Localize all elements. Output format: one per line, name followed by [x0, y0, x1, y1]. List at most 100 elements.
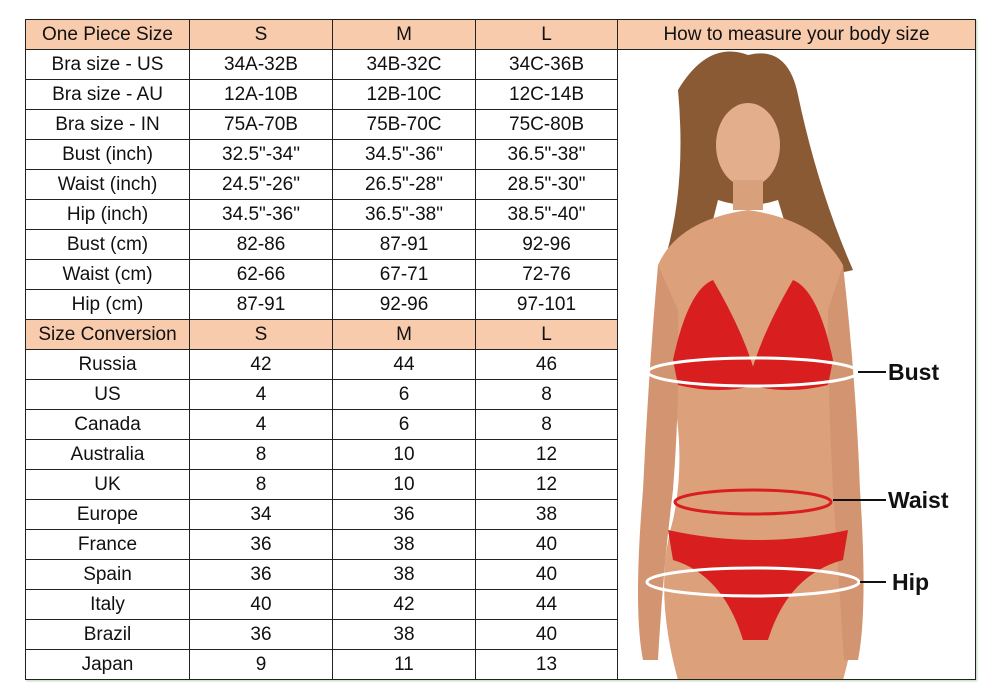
row-value: 40: [475, 559, 618, 590]
row-value: 62-66: [189, 259, 333, 290]
hip-label: Hip: [892, 569, 929, 595]
row-value: 46: [475, 349, 618, 380]
row-label: Waist (cm): [25, 259, 190, 290]
table-row: France 36 38 40: [25, 529, 976, 560]
row-value: 87-91: [189, 289, 333, 320]
row-value: 12C-14B: [475, 79, 618, 110]
row-label: Italy: [25, 589, 190, 620]
row-value: 92-96: [475, 229, 618, 260]
row-label: Brazil: [25, 619, 190, 650]
row-label: Waist (inch): [25, 169, 190, 200]
row-value: 34C-36B: [475, 49, 618, 80]
row-value: 4: [189, 409, 333, 440]
table-row: Hip (cm) 87-91 92-96 97-101: [25, 289, 976, 320]
row-value: 36.5"-38": [475, 139, 618, 170]
row-value: 75B-70C: [332, 109, 476, 140]
row-label: Bust (cm): [25, 229, 190, 260]
table-row: Japan 9 11 13: [25, 649, 976, 680]
row-value: 36: [332, 499, 476, 530]
row-value: 38.5"-40": [475, 199, 618, 230]
row-value: 8: [189, 439, 333, 470]
table-row: Europe 34 36 38: [25, 499, 976, 530]
row-value: 8: [475, 409, 618, 440]
row-value: 6: [332, 409, 476, 440]
row-label: France: [25, 529, 190, 560]
row-label: UK: [25, 469, 190, 500]
row-value: 38: [332, 559, 476, 590]
table-row: US 4 6 8: [25, 379, 976, 410]
row-value: 34A-32B: [189, 49, 333, 80]
row-label: Russia: [25, 349, 190, 380]
row-value: 36.5"-38": [332, 199, 476, 230]
row-value: 6: [332, 379, 476, 410]
conversion-size-header: L: [475, 319, 618, 350]
waist-label: Waist: [888, 487, 949, 513]
row-label: Bra size - US: [25, 49, 190, 80]
table-row: Brazil 36 38 40: [25, 619, 976, 650]
row-value: 97-101: [475, 289, 618, 320]
size-header-s: S: [189, 19, 333, 50]
row-value: 12: [475, 469, 618, 500]
table-row: Bust (cm) 82-86 87-91 92-96: [25, 229, 976, 260]
row-value: 4: [189, 379, 333, 410]
row-value: 12: [475, 439, 618, 470]
row-value: 40: [475, 619, 618, 650]
measure-title: How to measure your body size: [617, 19, 976, 50]
row-value: 75A-70B: [189, 109, 333, 140]
row-value: 82-86: [189, 229, 333, 260]
row-value: 75C-80B: [475, 109, 618, 140]
body-measure-figure: Bust Waist Hip: [617, 49, 976, 680]
row-value: 36: [189, 529, 333, 560]
row-label: Australia: [25, 439, 190, 470]
row-value: 34.5"-36": [332, 139, 476, 170]
model-illustration: Bust Waist Hip: [638, 51, 949, 679]
table-row: Italy 40 42 44: [25, 589, 976, 620]
row-value: 44: [332, 349, 476, 380]
row-value: 40: [189, 589, 333, 620]
row-value: 24.5"-26": [189, 169, 333, 200]
row-value: 12B-10C: [332, 79, 476, 110]
row-value: 36: [189, 559, 333, 590]
table-row: Bust (inch) 32.5"-34" 34.5"-36" 36.5"-38": [25, 139, 976, 170]
row-value: 11: [332, 649, 476, 680]
row-label: Spain: [25, 559, 190, 590]
row-label: Europe: [25, 499, 190, 530]
row-label: Japan: [25, 649, 190, 680]
row-value: 34.5"-36": [189, 199, 333, 230]
row-value: 87-91: [332, 229, 476, 260]
row-value: 12A-10B: [189, 79, 333, 110]
row-value: 42: [189, 349, 333, 380]
row-label: Hip (inch): [25, 199, 190, 230]
row-label: Canada: [25, 409, 190, 440]
row-value: 32.5"-34": [189, 139, 333, 170]
row-value: 13: [475, 649, 618, 680]
row-value: 34: [189, 499, 333, 530]
header-title: One Piece Size: [25, 19, 190, 50]
row-value: 34B-32C: [332, 49, 476, 80]
row-label: Bust (inch): [25, 139, 190, 170]
table-row: Hip (inch) 34.5"-36" 36.5"-38" 38.5"-40": [25, 199, 976, 230]
conversion-title: Size Conversion: [25, 319, 190, 350]
table-row: Bra size - US 34A-32B 34B-32C 34C-36B Bust …: [25, 49, 976, 680]
row-value: 8: [475, 379, 618, 410]
conversion-header-row: Size Conversion S M L: [25, 319, 976, 350]
row-value: 72-76: [475, 259, 618, 290]
row-value: 38: [332, 529, 476, 560]
table-row: Waist (inch) 24.5"-26" 26.5"-28" 28.5"-30": [25, 169, 976, 200]
size-chart-table: One Piece Size S M L How to measure your bod…: [25, 19, 976, 680]
row-value: 38: [332, 619, 476, 650]
row-value: 9: [189, 649, 333, 680]
table-row: Russia 42 44 46: [25, 349, 976, 380]
row-value: 10: [332, 469, 476, 500]
table-row: Canada 4 6 8: [25, 409, 976, 440]
size-header-m: M: [332, 19, 476, 50]
row-value: 42: [332, 589, 476, 620]
row-value: 8: [189, 469, 333, 500]
row-label: Bra size - AU: [25, 79, 190, 110]
row-value: 67-71: [332, 259, 476, 290]
row-label: US: [25, 379, 190, 410]
row-value: 44: [475, 589, 618, 620]
row-value: 36: [189, 619, 333, 650]
row-value: 28.5"-30": [475, 169, 618, 200]
row-value: 26.5"-28": [332, 169, 476, 200]
